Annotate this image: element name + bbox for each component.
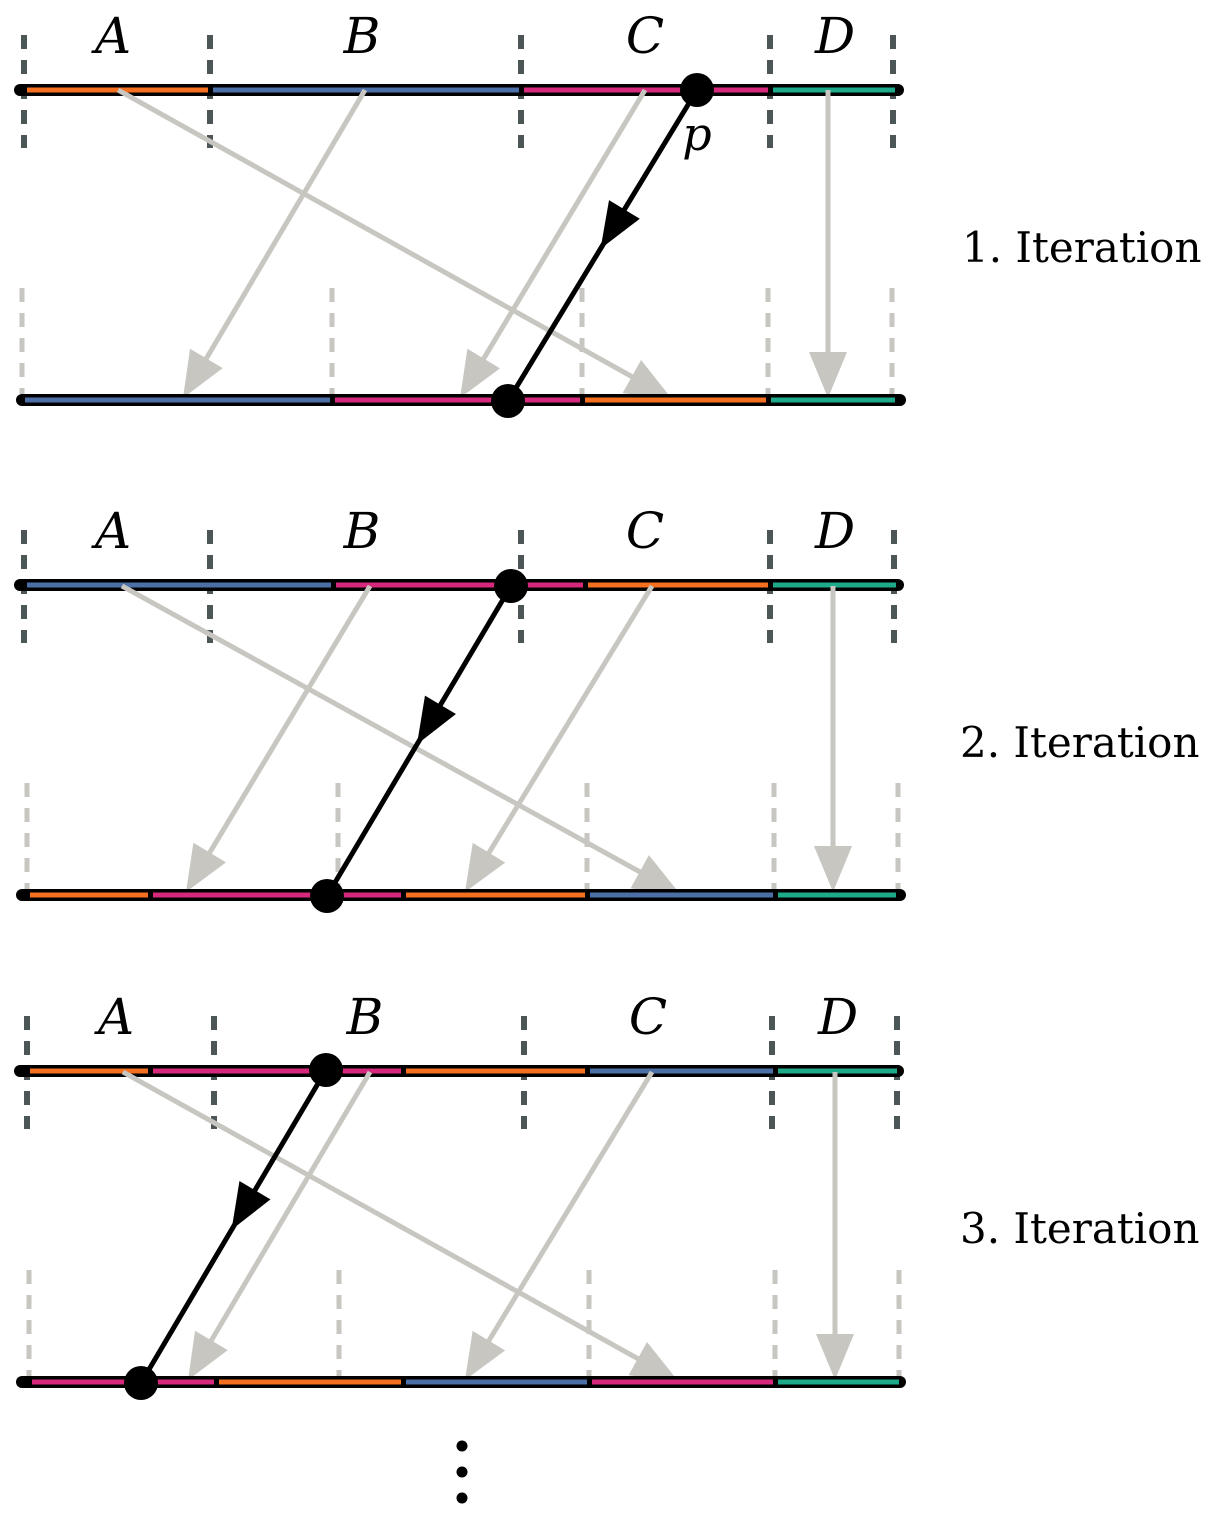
mapping-arrow-shaft <box>206 584 373 856</box>
segment-label-d: D <box>817 988 858 1046</box>
mapping-arrow-shaft <box>480 88 648 362</box>
pointer-arrow <box>324 584 514 898</box>
iteration-label: 1. Iteration <box>962 223 1202 272</box>
mapping-arrow <box>816 1072 854 1380</box>
mapping-arrow-head <box>622 359 672 399</box>
pointer-start-dot <box>680 73 714 107</box>
segment-label-a: A <box>91 502 131 560</box>
mapping-arrow-head <box>460 348 500 398</box>
mapping-arrow-head <box>186 842 226 892</box>
segment-label-b: B <box>346 988 384 1046</box>
mapping-arrow <box>460 88 648 398</box>
mapping-arrow <box>116 87 672 399</box>
segment-label-a: A <box>94 988 134 1046</box>
pointer-arrow <box>505 88 700 403</box>
pointer-end-dot <box>491 384 525 418</box>
iteration-label: 3. Iteration <box>960 1204 1200 1253</box>
mapping-arrow-head <box>183 348 223 398</box>
iteration-1: A B C Dp 1. Iteration <box>14 7 1202 418</box>
iteration-3: A B C D 3. Iteration <box>14 988 1200 1400</box>
pointer-arrow-head <box>231 1181 271 1230</box>
ellipsis-dot <box>456 1492 468 1504</box>
mapping-arrow <box>465 1070 655 1380</box>
segment-label-b: B <box>343 502 381 560</box>
segment-label-c: C <box>626 502 664 560</box>
pointer-end-dot <box>124 1366 158 1400</box>
mapping-arrow <box>188 1070 373 1380</box>
mapping-arrow-head <box>628 1342 678 1381</box>
mapping-arrow-head <box>814 846 852 892</box>
mapping-arrow-shaft <box>203 88 368 362</box>
mapping-arrow-shaft <box>116 87 635 380</box>
mapping-arrow <box>465 584 655 892</box>
mapping-arrow <box>814 586 852 892</box>
pointer-arrow-head <box>600 200 640 249</box>
segment-label-c: C <box>629 988 667 1046</box>
ellipsis-dot <box>456 1440 468 1452</box>
segment-label-a: A <box>91 7 131 65</box>
mapping-arrow-shaft <box>208 1070 373 1344</box>
continuation-ellipsis <box>456 1440 468 1504</box>
pointer-label: p <box>682 107 711 161</box>
mapping-arrow-head <box>465 842 506 892</box>
pointer-arrow <box>138 1068 329 1385</box>
mapping-arrow-head <box>188 1330 228 1380</box>
segment-label-b: B <box>343 7 381 65</box>
mapping-arrow <box>809 90 847 398</box>
mapping-arrow-head <box>630 855 680 894</box>
mapping-arrow <box>121 1069 678 1381</box>
pointer-arrow-head <box>416 695 456 745</box>
mapping-arrow-shaft <box>120 583 643 875</box>
segment-label-d: D <box>814 502 855 560</box>
mapping-arrow-shaft <box>121 1069 641 1362</box>
mapping-arrow-shaft <box>485 584 655 856</box>
iteration-label: 2. Iteration <box>960 718 1200 767</box>
iteration-2: A B C D 2. Iteration <box>14 502 1200 913</box>
ellipsis-dot <box>456 1466 468 1478</box>
segment-label-c: C <box>626 7 664 65</box>
segment-label-d: D <box>814 7 855 65</box>
mapping-arrow-shaft <box>485 1070 655 1344</box>
mapping-arrow-head <box>816 1334 854 1380</box>
mapping-arrow <box>120 583 680 894</box>
mapping-arrow <box>186 584 373 892</box>
mapping-arrow-head <box>465 1330 506 1380</box>
pointer-end-dot <box>310 879 344 913</box>
pointer-start-dot <box>309 1053 343 1087</box>
mapping-arrow <box>183 88 368 398</box>
mapping-arrow-head <box>809 352 847 398</box>
pointer-start-dot <box>494 569 528 603</box>
